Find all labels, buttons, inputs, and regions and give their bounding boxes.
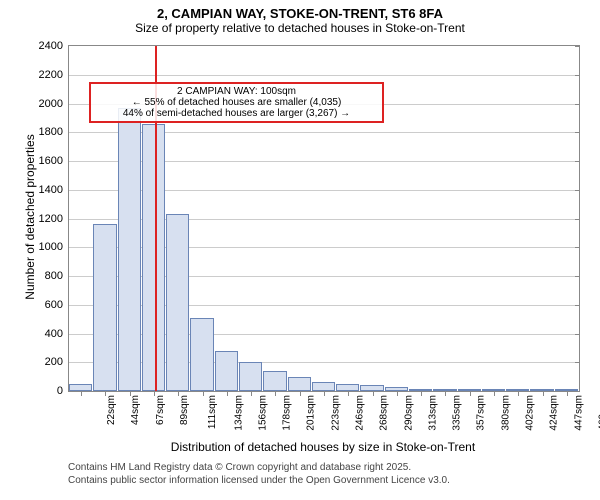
x-tick-label: 223sqm [330, 395, 341, 431]
x-tick-mark [154, 391, 155, 396]
y-tick-mark [575, 46, 580, 47]
x-tick-label: 357sqm [476, 395, 487, 431]
x-tick-label: 134sqm [233, 395, 244, 431]
x-tick-label: 447sqm [573, 395, 584, 431]
y-tick-label: 2400 [39, 40, 69, 52]
y-tick-mark [575, 161, 580, 162]
x-tick-mark [494, 391, 495, 396]
x-tick-label: 313sqm [427, 395, 438, 431]
x-tick-mark [324, 391, 325, 396]
x-tick-label: 156sqm [257, 395, 268, 431]
chart-title: 2, CAMPIAN WAY, STOKE-ON-TRENT, ST6 8FA [0, 0, 600, 21]
y-tick-mark [575, 305, 580, 306]
y-tick-mark [575, 104, 580, 105]
x-tick-mark [300, 391, 301, 396]
histogram-bar [166, 214, 189, 391]
y-tick-mark [575, 247, 580, 248]
x-tick-mark [348, 391, 349, 396]
y-tick-label: 1800 [39, 126, 69, 138]
x-tick-mark [445, 391, 446, 396]
grid-line [69, 75, 579, 76]
x-tick-label: 335sqm [452, 395, 463, 431]
x-tick-mark [275, 391, 276, 396]
y-tick-mark [575, 362, 580, 363]
y-tick-label: 600 [45, 299, 69, 311]
histogram-bar [215, 351, 238, 391]
annotation-box: 2 CAMPIAN WAY: 100sqm← 55% of detached h… [89, 82, 384, 123]
x-axis-label: Distribution of detached houses by size … [68, 440, 578, 454]
x-tick-label: 178sqm [282, 395, 293, 431]
y-tick-label: 800 [45, 270, 69, 282]
x-tick-mark [81, 391, 82, 396]
y-tick-label: 1200 [39, 213, 69, 225]
plot-area: 0200400600800100012001400160018002000220… [68, 45, 580, 392]
histogram-bar [93, 224, 116, 391]
y-tick-mark [575, 276, 580, 277]
histogram-bar [239, 362, 262, 391]
histogram-bar [142, 124, 165, 391]
x-tick-label: 111sqm [207, 395, 218, 429]
y-tick-label: 1600 [39, 155, 69, 167]
chart-container: 2, CAMPIAN WAY, STOKE-ON-TRENT, ST6 8FA … [0, 0, 600, 500]
y-tick-label: 200 [45, 356, 69, 368]
x-tick-label: 380sqm [500, 395, 511, 431]
x-tick-label: 67sqm [155, 395, 166, 425]
y-tick-label: 2000 [39, 98, 69, 110]
histogram-bar [288, 377, 311, 391]
y-tick-label: 1400 [39, 184, 69, 196]
x-tick-mark [203, 391, 204, 396]
annotation-line-2: ← 55% of detached houses are smaller (4,… [95, 97, 378, 108]
x-tick-mark [543, 391, 544, 396]
y-tick-label: 2200 [39, 69, 69, 81]
y-axis-label: Number of detached properties [23, 117, 37, 317]
x-tick-mark [373, 391, 374, 396]
x-tick-label: 268sqm [379, 395, 390, 431]
x-tick-label: 402sqm [525, 395, 536, 431]
x-tick-mark [518, 391, 519, 396]
x-tick-label: 424sqm [549, 395, 560, 431]
x-tick-label: 201sqm [306, 395, 317, 431]
histogram-bar [336, 384, 359, 391]
histogram-bar [190, 318, 213, 391]
histogram-bar [118, 108, 141, 391]
credit-line-1: Contains HM Land Registry data © Crown c… [68, 462, 411, 473]
y-tick-mark [575, 75, 580, 76]
credit-line-2: Contains public sector information licen… [68, 475, 450, 486]
chart-subtitle: Size of property relative to detached ho… [0, 21, 600, 35]
x-tick-mark [227, 391, 228, 396]
y-tick-label: 0 [57, 385, 69, 397]
histogram-bar [263, 371, 286, 391]
y-tick-mark [575, 334, 580, 335]
x-tick-mark [178, 391, 179, 396]
x-tick-mark [470, 391, 471, 396]
annotation-line-1: 2 CAMPIAN WAY: 100sqm [95, 86, 378, 97]
x-tick-mark [251, 391, 252, 396]
y-tick-label: 400 [45, 328, 69, 340]
x-tick-label: 22sqm [106, 395, 117, 425]
y-tick-mark [575, 391, 580, 392]
y-tick-label: 1000 [39, 241, 69, 253]
x-tick-mark [105, 391, 106, 396]
y-tick-mark [575, 190, 580, 191]
x-tick-label: 44sqm [130, 395, 141, 425]
x-tick-mark [130, 391, 131, 396]
annotation-line-3: 44% of semi-detached houses are larger (… [95, 108, 378, 119]
y-tick-mark [575, 132, 580, 133]
histogram-bar [312, 382, 335, 391]
y-tick-mark [575, 219, 580, 220]
histogram-bar [69, 384, 92, 391]
x-tick-mark [567, 391, 568, 396]
x-tick-label: 246sqm [355, 395, 366, 431]
x-tick-label: 89sqm [179, 395, 190, 425]
x-tick-mark [397, 391, 398, 396]
x-tick-label: 290sqm [403, 395, 414, 431]
x-tick-mark [421, 391, 422, 396]
